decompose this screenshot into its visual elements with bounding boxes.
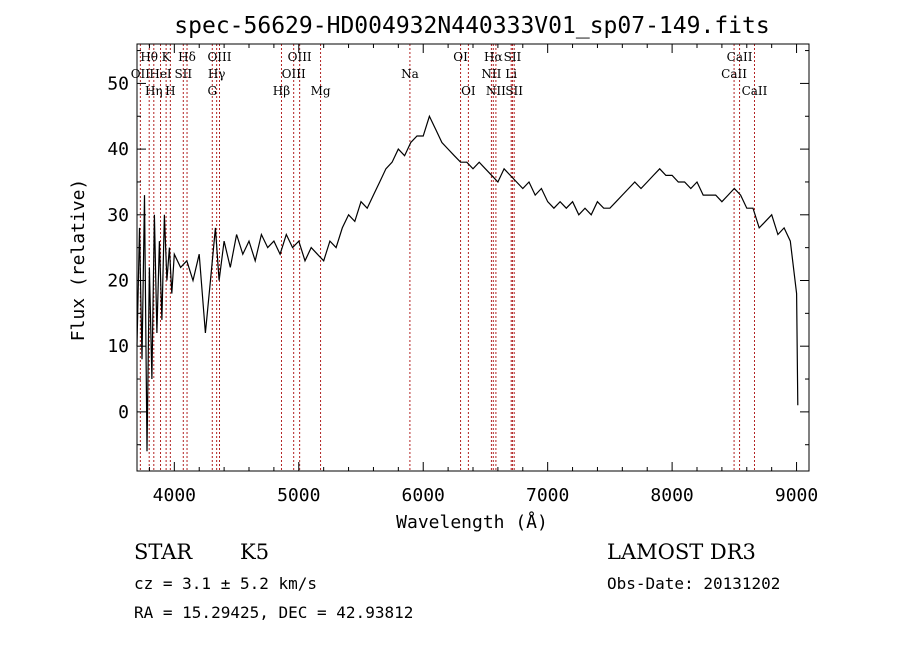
x-axis: 4000 5000 6000 7000 8000 9000 bbox=[148, 44, 818, 506]
line-label: OI bbox=[453, 50, 468, 64]
plot-frame bbox=[136, 43, 810, 472]
line-label: OI bbox=[461, 84, 476, 98]
line-label: Hθ bbox=[140, 50, 158, 64]
x-tick-label: 9000 bbox=[775, 485, 818, 506]
line-label: CaII bbox=[742, 84, 768, 98]
line-label: NII bbox=[481, 67, 501, 81]
x-tick-label: 7000 bbox=[526, 485, 569, 506]
line-label: SII bbox=[504, 50, 522, 64]
y-tick-label: 40 bbox=[107, 139, 129, 160]
x-axis-label: Wavelength (Å) bbox=[396, 511, 548, 533]
line-label: Hδ bbox=[178, 50, 196, 64]
line-label: OIII bbox=[288, 50, 312, 64]
line-label: OIII bbox=[207, 50, 231, 64]
line-label: Li bbox=[505, 67, 517, 81]
line-label: OIII bbox=[282, 67, 306, 81]
x-tick-label: 6000 bbox=[402, 485, 445, 506]
y-axis: 0 10 20 30 40 50 bbox=[107, 50, 809, 446]
line-labels: Hθ OII Hη K HeI H SII Hδ OIII Hγ G Hβ OIII OIII Mg Na OI… bbox=[131, 50, 768, 98]
line-label: CaII bbox=[727, 50, 753, 64]
subclass: K5 bbox=[240, 540, 270, 564]
x-tick-label: 5000 bbox=[277, 485, 320, 506]
line-label: H bbox=[165, 84, 175, 98]
line-label: HeI bbox=[149, 67, 172, 81]
spectrum-line bbox=[136, 114, 799, 452]
line-label: NII bbox=[486, 84, 506, 98]
line-label: K bbox=[162, 50, 172, 64]
line-label: SII bbox=[505, 84, 523, 98]
coordinates: RA = 15.29425, DEC = 42.93812 bbox=[134, 603, 414, 622]
chart-title: spec-56629-HD004932N440333V01_sp07-149.f… bbox=[174, 13, 769, 39]
x-tick-label: 4000 bbox=[153, 485, 196, 506]
line-label: Hη bbox=[145, 84, 163, 98]
line-label: Hβ bbox=[273, 84, 290, 98]
y-tick-label: 0 bbox=[118, 402, 129, 423]
line-label: Mg bbox=[311, 84, 331, 98]
y-tick-label: 50 bbox=[107, 73, 129, 94]
object-type: STAR bbox=[134, 540, 193, 564]
line-label: CaII bbox=[721, 67, 747, 81]
y-tick-label: 30 bbox=[107, 205, 129, 226]
line-label: Hα bbox=[484, 50, 503, 64]
line-label: G bbox=[207, 84, 217, 98]
survey-name: LAMOST DR3 bbox=[607, 540, 756, 564]
y-tick-label: 10 bbox=[107, 336, 129, 357]
line-label: OII bbox=[131, 67, 151, 81]
line-label: Na bbox=[401, 67, 419, 81]
x-tick-label: 8000 bbox=[650, 485, 693, 506]
cz-value: cz = 3.1 ± 5.2 km/s bbox=[134, 574, 318, 593]
obs-date: Obs-Date: 20131202 bbox=[607, 574, 781, 593]
line-label: Hγ bbox=[208, 67, 226, 81]
y-axis-label: Flux (relative) bbox=[68, 179, 89, 342]
line-label: SII bbox=[174, 67, 192, 81]
y-tick-label: 20 bbox=[107, 270, 129, 291]
